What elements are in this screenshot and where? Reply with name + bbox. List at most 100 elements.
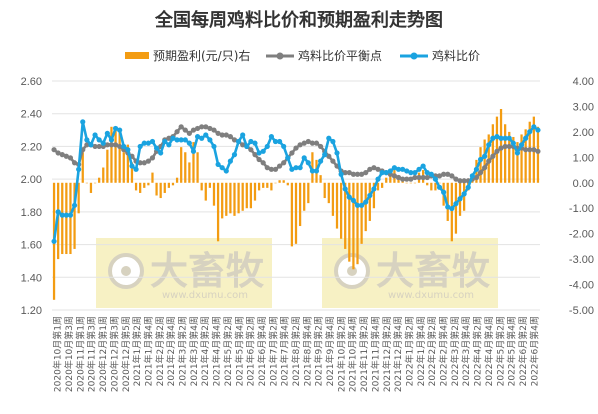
avg-point xyxy=(104,142,110,148)
ratio-point xyxy=(354,202,361,208)
avg-point xyxy=(166,135,172,141)
avg-point xyxy=(260,160,266,166)
profit-bar xyxy=(463,182,466,211)
profit-bar xyxy=(335,182,339,229)
ratio-point xyxy=(272,138,279,145)
right-tick-label: 1.00 xyxy=(573,152,594,164)
avg-point xyxy=(490,153,496,159)
ratio-point xyxy=(494,134,500,140)
ratio-point xyxy=(211,143,217,150)
profit-bar xyxy=(221,182,224,219)
avg-point xyxy=(219,132,225,138)
profit-bar xyxy=(294,182,298,244)
left-axis: 1.20 1.40 1.60 1.80 2.00 2.20 2.40 2.60 xyxy=(21,76,42,317)
avg-point xyxy=(96,143,102,150)
profit-bar xyxy=(385,177,388,183)
ratio-point xyxy=(158,150,164,156)
avg-point xyxy=(252,152,258,158)
ratio-point xyxy=(293,165,299,171)
ratio-point xyxy=(408,170,414,176)
ratio-point xyxy=(252,140,258,146)
avg-point xyxy=(477,170,484,176)
ratio-point xyxy=(498,135,504,141)
x-tick-label: 2021年12月第2周 xyxy=(381,316,393,392)
x-tick-label: 2021年6月第4周 xyxy=(256,316,268,386)
x-tick-label: 2021年4月第4周 xyxy=(211,316,223,386)
profit-bar xyxy=(139,182,142,193)
ratio-point xyxy=(76,166,82,172)
avg-point xyxy=(346,170,352,176)
avg-point xyxy=(502,143,508,150)
profit-bar xyxy=(225,182,228,216)
ratio-point xyxy=(219,165,225,171)
ratio-point xyxy=(227,158,233,164)
ratio-point xyxy=(125,147,131,153)
profit-bar xyxy=(323,182,326,199)
profit-bar xyxy=(352,182,355,270)
x-tick-label: 2020年12月第3周 xyxy=(108,316,120,392)
left-tick-label: 2.60 xyxy=(21,76,42,88)
profit-bar xyxy=(311,152,314,183)
avg-point xyxy=(281,160,287,166)
ratio-point xyxy=(371,186,377,192)
ratio-point xyxy=(100,140,106,146)
avg-point xyxy=(363,170,369,176)
x-tick-label: 2020年10月第1周 xyxy=(52,316,64,392)
ratio-point xyxy=(240,132,246,138)
avg-point xyxy=(178,124,184,130)
avg-point xyxy=(149,155,156,161)
ratio-point xyxy=(55,209,61,215)
avg-point xyxy=(523,147,529,153)
avg-point xyxy=(318,143,324,150)
avg-point xyxy=(494,148,500,154)
ratio-point xyxy=(379,170,385,176)
ratio-point xyxy=(59,212,65,218)
profit-bar xyxy=(389,175,392,183)
x-tick-label: 2022年3月第2周 xyxy=(449,316,461,386)
avg-point xyxy=(203,124,209,130)
profit-bar xyxy=(85,182,88,184)
profit-bar xyxy=(233,182,236,216)
right-tick-label: 2.00 xyxy=(573,127,594,139)
profit-bar xyxy=(303,182,306,211)
left-tick-label: 2.20 xyxy=(21,141,42,153)
ratio-point xyxy=(178,137,184,143)
avg-point xyxy=(391,173,398,179)
ratio-point xyxy=(264,143,270,150)
ratio-point xyxy=(80,119,86,125)
profit-bar xyxy=(479,147,482,183)
avg-point xyxy=(92,143,98,150)
avg-point xyxy=(412,174,418,181)
ratio-point xyxy=(112,125,119,132)
ratio-point xyxy=(223,168,229,174)
profit-bar xyxy=(504,124,507,183)
watermark-left: 大畜牧 www.dxumu.com xyxy=(96,238,272,308)
ratio-point xyxy=(457,196,463,202)
avg-point xyxy=(473,174,480,181)
profit-bar xyxy=(450,182,453,242)
avg-point xyxy=(112,142,119,148)
ratio-point xyxy=(395,166,402,172)
profit-bar xyxy=(253,182,257,201)
profit-bar xyxy=(175,177,179,183)
watermark-url: www.dxumu.com xyxy=(388,290,474,301)
x-tick-label: 2021年2月第4周 xyxy=(165,316,177,386)
profit-bar xyxy=(81,152,84,183)
ratio-point xyxy=(153,145,160,151)
ratio-point xyxy=(387,168,393,174)
watermark-brand: 大畜牧 xyxy=(150,249,265,293)
avg-point xyxy=(182,127,188,133)
profit-bar xyxy=(274,182,277,184)
avg-point xyxy=(457,178,463,184)
ratio-point xyxy=(141,140,147,146)
legend-label-profit: 预期盈利(元/只)右 xyxy=(153,48,250,63)
profit-bar xyxy=(208,182,212,188)
avg-point xyxy=(84,142,90,148)
x-tick-label: 2022年3月第4周 xyxy=(460,316,472,386)
avg-point xyxy=(506,143,512,150)
avg-point xyxy=(223,132,229,138)
avg-point xyxy=(297,142,303,148)
avg-point xyxy=(289,150,295,156)
ratio-point xyxy=(420,163,426,169)
profit-bar xyxy=(512,136,515,183)
